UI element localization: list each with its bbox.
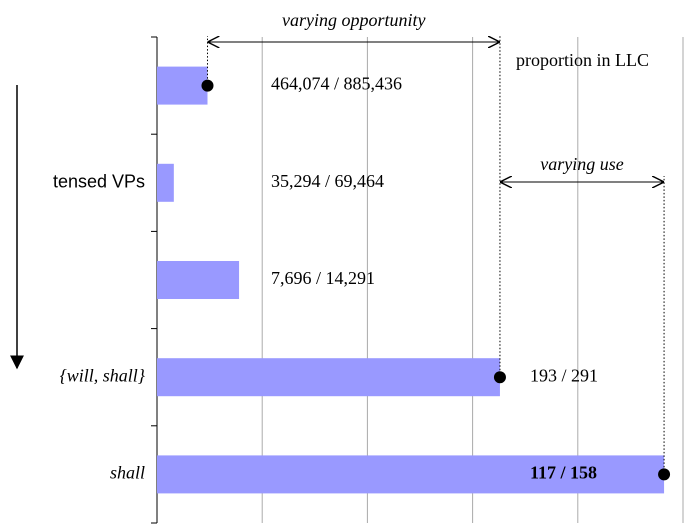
bar-label: 464,074 / 885,436: [271, 74, 402, 94]
bar: [157, 163, 174, 202]
bar: [157, 358, 500, 397]
bar-label: 7,696 / 14,291: [271, 268, 375, 288]
point-marker: [493, 371, 506, 384]
annotation: varying use: [540, 154, 623, 174]
bar: [157, 261, 240, 299]
bar-label: 117 / 158: [530, 463, 597, 483]
category-label: tensed VPs: [53, 172, 145, 192]
bar-label: 193 / 291: [530, 365, 598, 385]
bar: [157, 455, 665, 494]
annotation: varying opportunity: [282, 10, 425, 30]
annotation: proportion in LLC: [516, 50, 649, 70]
bar: [157, 66, 208, 105]
point-marker: [658, 468, 671, 481]
bar-label: 35,294 / 69,464: [271, 171, 384, 191]
category-label: {will, shall}: [60, 365, 146, 385]
point-marker: [201, 79, 214, 92]
category-label: shall: [110, 463, 145, 483]
